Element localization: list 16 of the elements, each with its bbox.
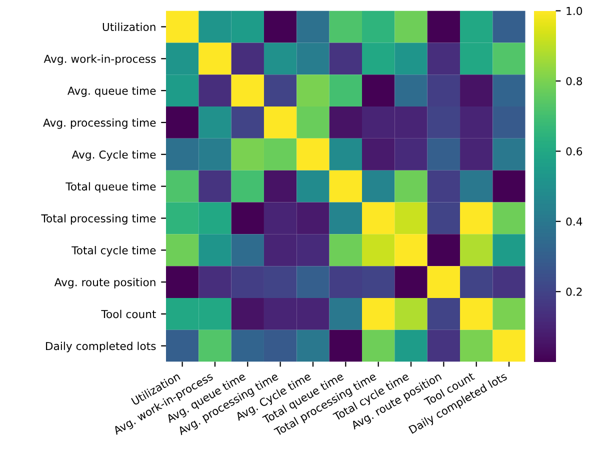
y-tick-label: Avg. queue time bbox=[68, 86, 156, 97]
y-tick-label: Avg. work-in-process bbox=[44, 54, 156, 66]
color-bar-label: 0.6 bbox=[566, 147, 582, 156]
y-tick-label: Avg. route position bbox=[54, 278, 156, 288]
y-tick-label: Total cycle time bbox=[72, 246, 156, 256]
color-bar-label: 0.8 bbox=[566, 77, 582, 86]
y-tick-label: Total queue time bbox=[66, 182, 156, 193]
y-tick-label: Avg. Cycle time bbox=[72, 150, 156, 161]
y-tick-label: Utilization bbox=[102, 22, 156, 32]
y-tick-label: Avg. processing time bbox=[43, 118, 156, 129]
y-tick-label: Daily completed lots bbox=[46, 342, 156, 352]
color-bar-label: 1.0 bbox=[566, 6, 582, 16]
y-tick-label: Tool count bbox=[101, 310, 156, 318]
y-tick-label: Total processing time bbox=[41, 214, 156, 225]
color-bar-label: 0.2 bbox=[566, 288, 582, 296]
color-bar-label: 0.4 bbox=[566, 217, 582, 226]
